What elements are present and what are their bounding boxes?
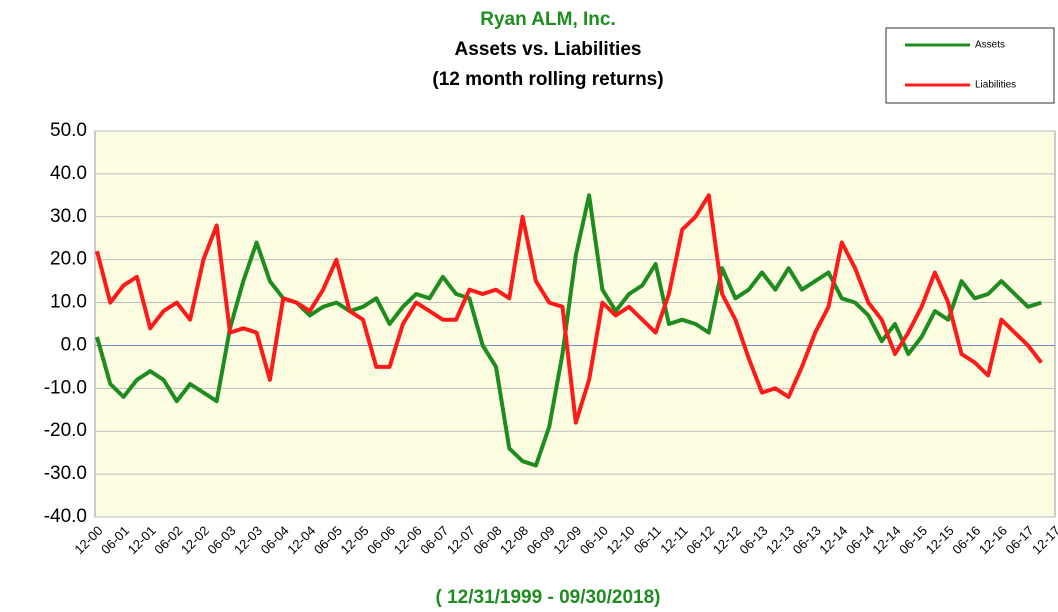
x-tick-label: 06-16 <box>949 523 983 557</box>
x-tick-label: 12-15 <box>923 523 957 557</box>
y-tick-label: -40.0 <box>44 506 87 527</box>
x-axis-label: ( 12/31/1999 - 09/30/2018) <box>435 587 660 608</box>
x-tick-label: 12-04 <box>284 523 318 557</box>
y-tick-label: -30.0 <box>44 463 87 484</box>
chart-subtitle: Assets vs. Liabilities <box>455 39 642 60</box>
x-tick-label: 06-06 <box>364 523 398 557</box>
x-tick-label: 12-01 <box>125 523 159 557</box>
x-tick-label: 06-04 <box>258 523 292 557</box>
x-tick-label: 06-05 <box>311 523 345 557</box>
x-tick-label: 12-14 <box>816 523 850 557</box>
legend-label: Assets <box>975 40 1005 51</box>
y-tick-label: 40.0 <box>50 163 87 184</box>
x-tick-label: 12-16 <box>976 523 1010 557</box>
y-tick-label: 50.0 <box>50 120 87 141</box>
x-tick-label: 12-05 <box>337 523 371 557</box>
x-tick-label: 06-10 <box>577 523 611 557</box>
x-tick-label: 06-09 <box>524 523 558 557</box>
y-tick-label: -10.0 <box>44 377 87 398</box>
series-line <box>95 193 1043 425</box>
y-tick-label: 0.0 <box>61 334 87 355</box>
x-tick-label: 06-15 <box>896 523 930 557</box>
x-tick-label: 06-14 <box>843 523 877 557</box>
x-tick-label: 06-01 <box>98 523 132 557</box>
x-tick-label: 12-12 <box>710 523 744 557</box>
legend <box>885 27 1055 104</box>
x-tick-label: 12-06 <box>391 523 425 557</box>
x-tick-label: 06-02 <box>151 523 185 557</box>
chart-subtitle: (12 month rolling returns) <box>432 69 663 90</box>
x-tick-label: 12-10 <box>603 523 637 557</box>
y-tick-label: 10.0 <box>50 292 87 313</box>
x-tick-label: 06-13 <box>790 523 824 557</box>
x-tick-label: 12-13 <box>763 523 797 557</box>
legend-label: Liabilities <box>975 80 1016 91</box>
chart-title: Ryan ALM, Inc. <box>480 9 615 30</box>
y-tick-label: 30.0 <box>50 206 87 227</box>
x-tick-label: 12-00 <box>71 523 105 557</box>
x-tick-label: 12-02 <box>178 523 212 557</box>
x-tick-label: 12-11 <box>657 523 690 556</box>
x-tick-label: 12-07 <box>444 523 478 557</box>
y-tick-label: -20.0 <box>44 420 87 441</box>
x-tick-label: 06-12 <box>683 523 717 557</box>
x-tick-label: 06-11 <box>631 523 664 556</box>
x-tick-label: 12-17 <box>1029 523 1058 557</box>
series-line <box>95 193 1042 468</box>
x-tick-label: 06-03 <box>204 523 238 557</box>
x-tick-label: 06-08 <box>470 523 504 557</box>
x-tick-label: 12-09 <box>550 523 584 557</box>
y-tick-label: 20.0 <box>50 249 87 270</box>
x-tick-label: 06-13 <box>736 523 770 557</box>
x-tick-label: 12-14 <box>869 523 903 557</box>
x-tick-label: 06-17 <box>1002 523 1036 557</box>
x-tick-label: 06-07 <box>417 523 451 557</box>
x-tick-label: 12-08 <box>497 523 531 557</box>
x-tick-label: 12-03 <box>231 523 265 557</box>
